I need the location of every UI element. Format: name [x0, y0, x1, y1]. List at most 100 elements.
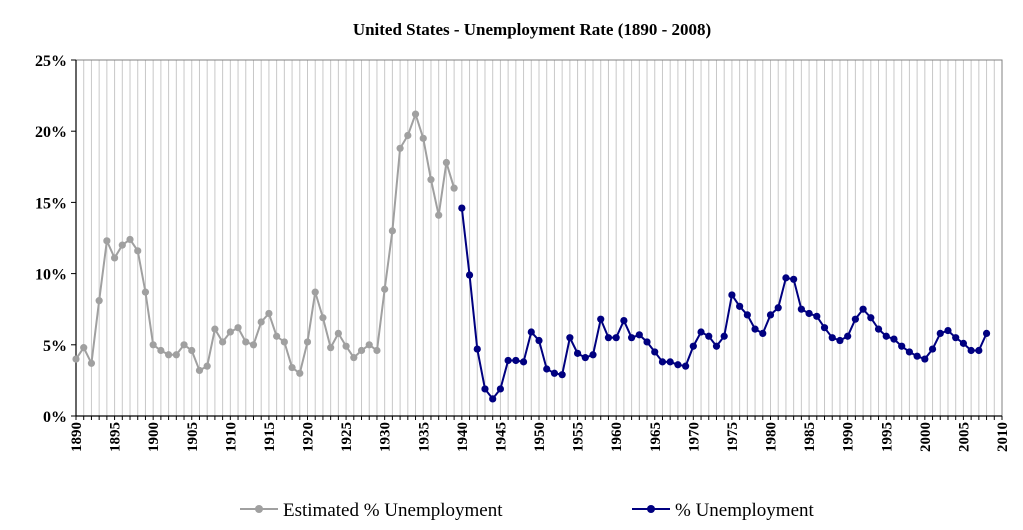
data-point — [543, 365, 551, 373]
data-point — [589, 351, 597, 359]
data-point — [581, 354, 589, 362]
data-point — [774, 304, 782, 312]
data-point — [519, 358, 528, 366]
data-point — [458, 204, 466, 212]
data-point — [674, 361, 682, 369]
data-point — [766, 311, 775, 319]
vertical-gridlines — [83, 60, 995, 416]
data-point — [257, 318, 265, 326]
data-point — [404, 131, 412, 140]
data-point — [782, 274, 790, 282]
x-tick-label: 1985 — [802, 422, 818, 452]
x-tick-label: 1950 — [532, 422, 548, 452]
data-point — [411, 110, 420, 118]
data-point — [882, 332, 890, 340]
x-tick-label: 1960 — [609, 422, 625, 452]
data-point — [859, 305, 867, 313]
data-point — [180, 341, 188, 349]
data-point — [527, 328, 535, 336]
data-point — [172, 351, 180, 359]
data-point — [635, 331, 643, 339]
legend-marker-unemployment — [647, 505, 655, 513]
data-point — [504, 356, 512, 365]
x-tick-label: 1990 — [841, 422, 857, 452]
data-point — [473, 345, 481, 353]
x-tick-label: 1915 — [262, 422, 278, 452]
data-point — [273, 332, 281, 340]
data-point — [697, 328, 705, 336]
y-tick-label: 5% — [43, 338, 67, 355]
data-point — [435, 211, 443, 219]
data-point — [913, 352, 921, 360]
data-point — [936, 329, 944, 338]
data-point — [967, 346, 975, 355]
data-point — [103, 237, 111, 245]
data-point — [712, 342, 721, 350]
x-tick-label: 1965 — [648, 422, 664, 452]
data-point — [604, 334, 613, 342]
x-tick-label: 1955 — [571, 422, 587, 452]
data-point — [365, 341, 373, 349]
data-point — [442, 158, 450, 167]
data-point — [805, 309, 813, 318]
x-tick-label: 1900 — [146, 422, 162, 452]
x-tick-label: 1970 — [686, 422, 702, 452]
legend-label-unemployment: % Unemployment — [675, 500, 815, 521]
x-tick-label: 1905 — [185, 422, 201, 452]
data-point — [658, 358, 667, 366]
data-point — [736, 302, 744, 310]
data-point — [288, 363, 296, 372]
data-point — [928, 345, 937, 353]
data-point — [573, 349, 582, 357]
x-tick-label: 2000 — [918, 422, 934, 452]
data-point — [566, 334, 574, 342]
data-point — [188, 346, 196, 355]
data-point — [597, 315, 605, 323]
data-point — [373, 346, 381, 355]
data-point — [921, 355, 929, 363]
x-tick-label: 1975 — [725, 422, 741, 452]
data-point — [465, 271, 474, 279]
data-point — [118, 241, 126, 249]
data-point — [944, 326, 952, 335]
data-point — [219, 338, 227, 346]
legend-label-estimated: Estimated % Unemployment — [283, 500, 503, 521]
data-point — [72, 355, 80, 363]
data-point — [959, 339, 968, 347]
y-tick-label: 25% — [35, 53, 67, 70]
data-point — [628, 334, 636, 342]
series-line — [75, 111, 456, 375]
data-point — [550, 369, 559, 377]
y-tick-label: 15% — [35, 195, 67, 212]
y-tick-label: 0% — [43, 409, 67, 426]
x-tick-label: 1940 — [455, 422, 471, 452]
data-point — [234, 324, 242, 332]
data-point — [813, 312, 821, 320]
data-point — [87, 359, 96, 367]
data-point — [612, 334, 620, 342]
x-tick-label: 2010 — [995, 422, 1011, 452]
data-point — [743, 311, 751, 319]
data-point — [512, 356, 520, 365]
data-point — [311, 288, 319, 296]
data-point — [319, 314, 327, 322]
data-point — [797, 305, 805, 313]
data-point — [342, 342, 350, 350]
data-point — [357, 346, 366, 355]
data-point — [851, 315, 859, 323]
data-point — [149, 341, 157, 349]
data-point — [165, 351, 173, 359]
data-point — [751, 325, 759, 333]
data-point — [157, 346, 165, 355]
data-point — [705, 332, 713, 340]
data-point — [820, 324, 829, 332]
data-point — [211, 325, 219, 333]
chart-title: United States - Unemployment Rate (1890 … — [353, 20, 711, 39]
legend-marker-estimated — [255, 505, 263, 513]
data-point — [419, 134, 427, 142]
data-point — [126, 235, 134, 244]
data-point — [249, 341, 258, 349]
data-point — [226, 328, 234, 336]
data-point — [689, 342, 697, 350]
